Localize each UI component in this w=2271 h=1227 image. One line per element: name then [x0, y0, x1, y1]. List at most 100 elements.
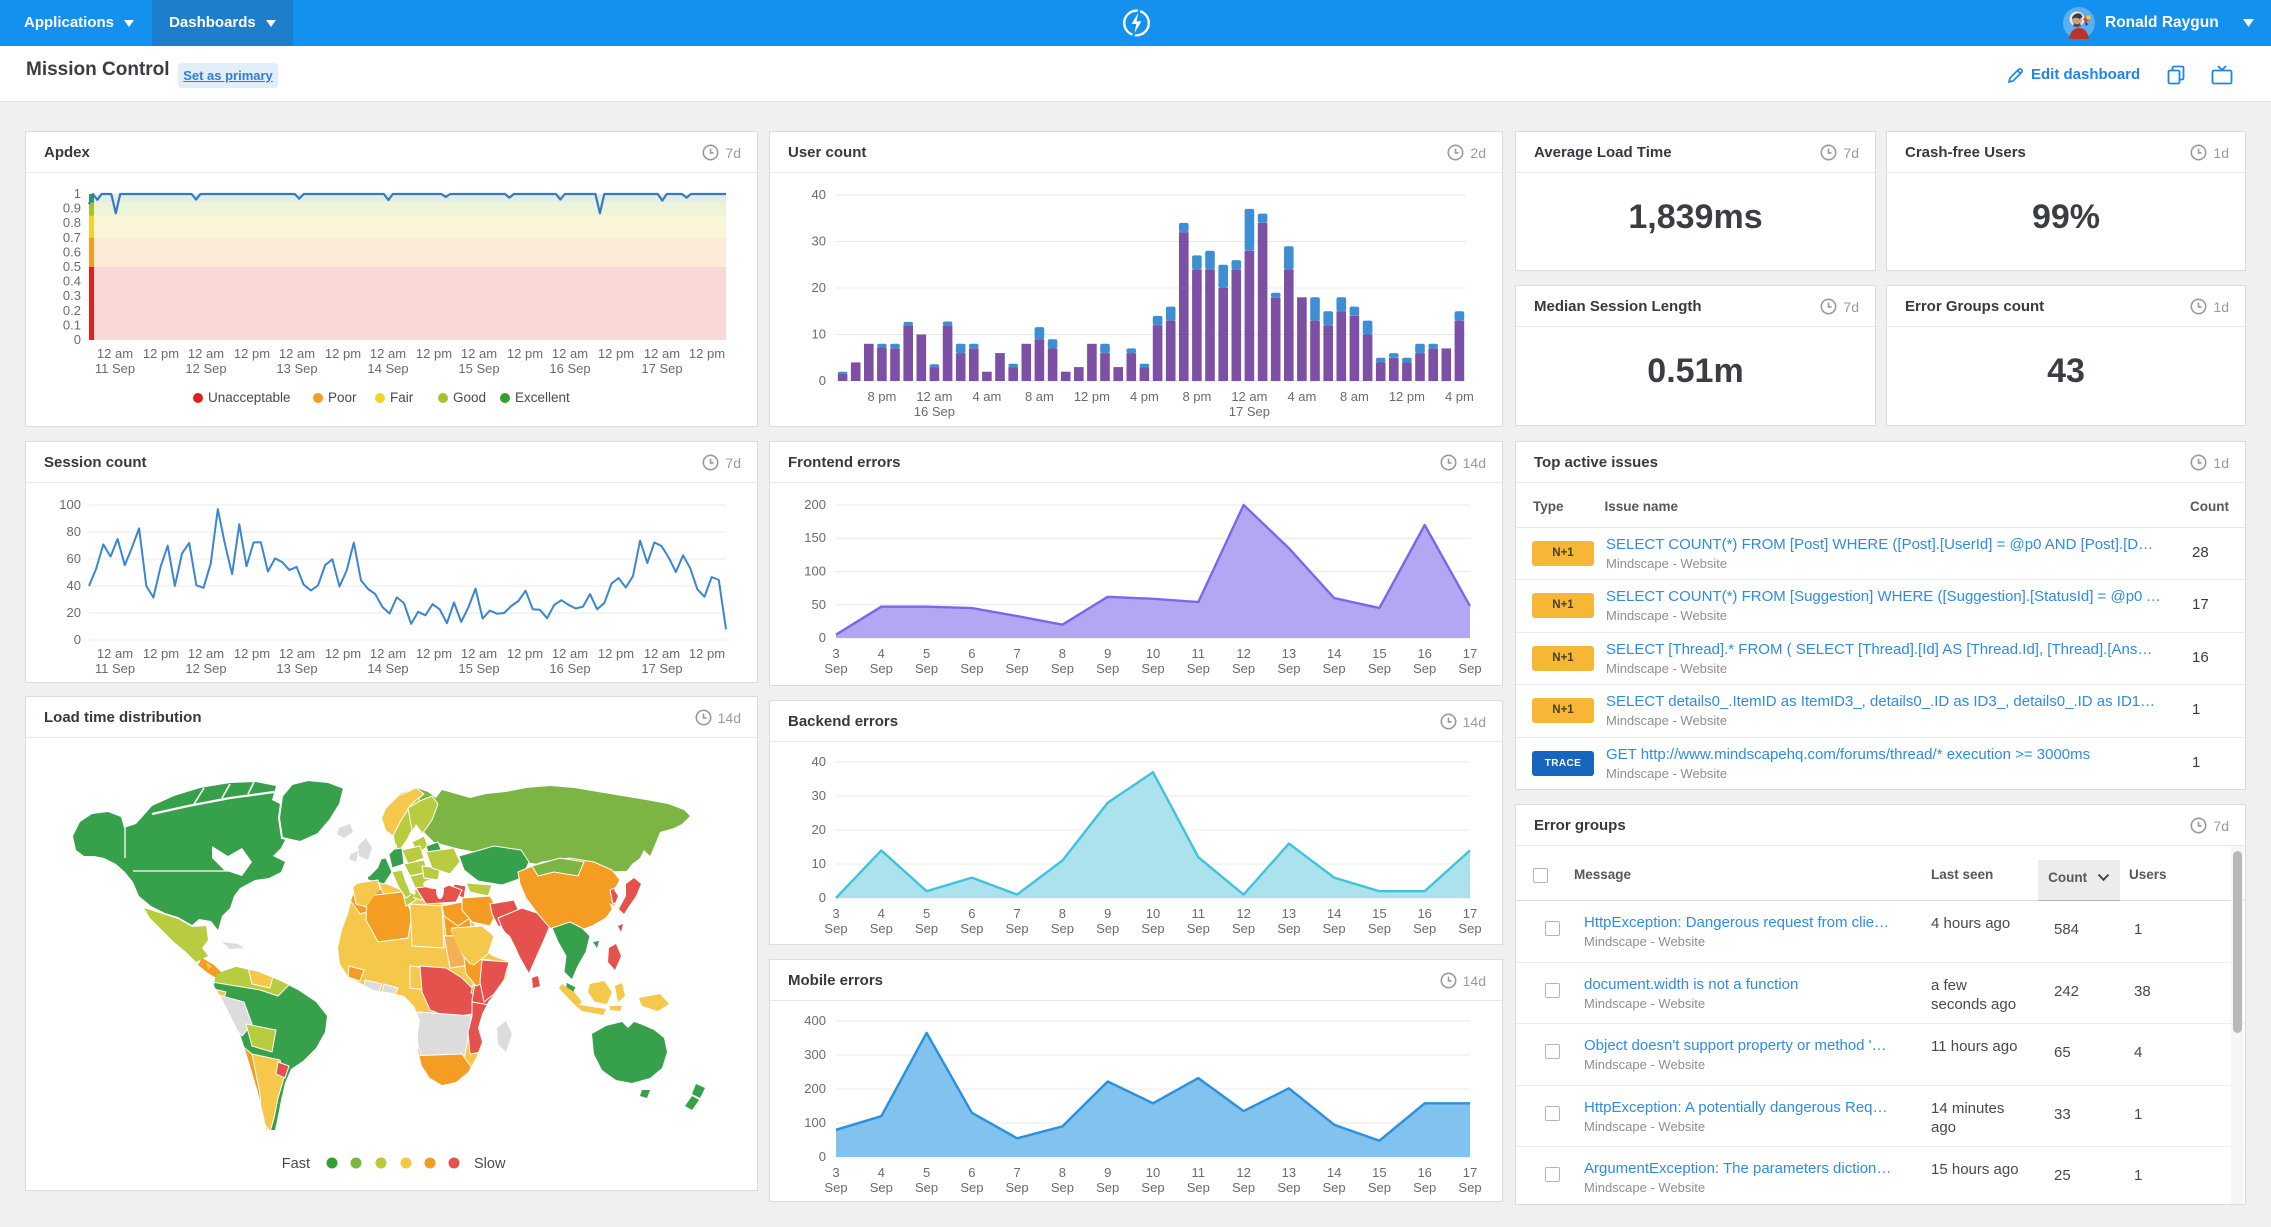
svg-text:12 pm: 12 pm	[416, 346, 452, 361]
svg-text:12 Sep: 12 Sep	[185, 361, 226, 376]
svg-text:13 Sep: 13 Sep	[276, 361, 317, 376]
svg-text:Sep: Sep	[1006, 1180, 1029, 1195]
svg-text:40: 40	[67, 578, 81, 593]
svg-text:40: 40	[812, 187, 826, 202]
svg-text:4: 4	[878, 906, 885, 921]
svg-text:14 Sep: 14 Sep	[367, 661, 408, 676]
svg-text:5: 5	[923, 1165, 930, 1180]
svg-text:12 am: 12 am	[188, 346, 224, 361]
svg-text:6: 6	[968, 1165, 975, 1180]
svg-text:150: 150	[804, 530, 826, 545]
svg-text:Sep: Sep	[915, 661, 938, 676]
svg-text:7: 7	[1013, 1165, 1020, 1180]
svg-text:0.9: 0.9	[63, 201, 81, 216]
svg-text:0.8: 0.8	[63, 215, 81, 230]
svg-text:12 am: 12 am	[279, 346, 315, 361]
svg-text:12 pm: 12 pm	[1389, 389, 1425, 404]
svg-text:Sep: Sep	[870, 1180, 893, 1195]
svg-text:0.5: 0.5	[63, 259, 81, 274]
svg-text:Sep: Sep	[1323, 1180, 1346, 1195]
svg-text:Sep: Sep	[1096, 661, 1119, 676]
svg-text:10: 10	[812, 856, 826, 871]
svg-text:Sep: Sep	[1368, 661, 1391, 676]
svg-text:16 Sep: 16 Sep	[549, 661, 590, 676]
svg-text:12 pm: 12 pm	[507, 646, 543, 661]
svg-text:3: 3	[832, 906, 839, 921]
svg-text:Sep: Sep	[1232, 921, 1255, 936]
svg-text:9: 9	[1104, 906, 1111, 921]
svg-text:12 pm: 12 pm	[234, 646, 270, 661]
svg-text:Sep: Sep	[1323, 921, 1346, 936]
svg-text:11 Sep: 11 Sep	[95, 661, 135, 676]
svg-text:13: 13	[1282, 1165, 1296, 1180]
svg-text:12 am: 12 am	[916, 389, 952, 404]
svg-text:9: 9	[1104, 1165, 1111, 1180]
svg-text:1: 1	[74, 186, 81, 201]
svg-text:12: 12	[1236, 906, 1250, 921]
svg-text:4 am: 4 am	[972, 389, 1001, 404]
svg-text:16 Sep: 16 Sep	[914, 404, 955, 419]
svg-text:4 pm: 4 pm	[1130, 389, 1159, 404]
svg-text:Excellent: Excellent	[515, 390, 570, 405]
svg-text:11: 11	[1192, 1165, 1206, 1180]
svg-text:4 pm: 4 pm	[1445, 389, 1474, 404]
svg-text:80: 80	[67, 524, 81, 539]
svg-text:6: 6	[968, 906, 975, 921]
svg-text:Sep: Sep	[1232, 661, 1255, 676]
svg-text:0: 0	[819, 630, 826, 645]
svg-text:17 Sep: 17 Sep	[641, 361, 682, 376]
svg-text:4: 4	[878, 1165, 885, 1180]
svg-text:11 Sep: 11 Sep	[95, 361, 135, 376]
svg-text:12 pm: 12 pm	[416, 646, 452, 661]
svg-text:Sep: Sep	[1096, 921, 1119, 936]
svg-text:Sep: Sep	[1051, 661, 1074, 676]
svg-text:Sep: Sep	[1277, 921, 1300, 936]
svg-text:12 am: 12 am	[279, 646, 315, 661]
svg-text:8: 8	[1059, 646, 1066, 661]
svg-text:12 pm: 12 pm	[325, 646, 361, 661]
svg-text:0.4: 0.4	[63, 274, 81, 289]
svg-text:12 am: 12 am	[97, 346, 133, 361]
svg-text:100: 100	[804, 564, 826, 579]
svg-text:12 pm: 12 pm	[234, 346, 270, 361]
svg-text:0: 0	[74, 332, 81, 347]
svg-text:14: 14	[1327, 646, 1341, 661]
svg-text:16: 16	[1417, 906, 1431, 921]
svg-text:400: 400	[804, 1013, 826, 1028]
svg-text:Sep: Sep	[1051, 921, 1074, 936]
svg-text:12 Sep: 12 Sep	[185, 661, 226, 676]
svg-text:Sep: Sep	[1051, 1180, 1074, 1195]
svg-text:15 Sep: 15 Sep	[458, 361, 499, 376]
svg-text:13: 13	[1282, 646, 1296, 661]
svg-text:Sep: Sep	[1413, 661, 1436, 676]
svg-text:Sep: Sep	[1187, 661, 1210, 676]
svg-text:Unacceptable: Unacceptable	[208, 390, 291, 405]
svg-text:12 am: 12 am	[552, 346, 588, 361]
svg-text:15: 15	[1372, 906, 1386, 921]
svg-text:5: 5	[923, 906, 930, 921]
svg-text:0.1: 0.1	[63, 317, 81, 332]
svg-text:10: 10	[1146, 906, 1160, 921]
svg-text:14 Sep: 14 Sep	[367, 361, 408, 376]
svg-text:Sep: Sep	[960, 1180, 983, 1195]
svg-text:12 am: 12 am	[461, 646, 497, 661]
svg-text:Sep: Sep	[915, 921, 938, 936]
svg-text:13: 13	[1282, 906, 1296, 921]
svg-text:Sep: Sep	[1323, 661, 1346, 676]
svg-text:Sep: Sep	[1413, 921, 1436, 936]
svg-text:Sep: Sep	[1141, 661, 1164, 676]
svg-text:12 am: 12 am	[644, 646, 680, 661]
svg-text:17 Sep: 17 Sep	[1229, 404, 1270, 419]
svg-text:14: 14	[1327, 1165, 1341, 1180]
svg-text:12 pm: 12 pm	[689, 346, 725, 361]
svg-text:4 am: 4 am	[1287, 389, 1316, 404]
svg-text:17 Sep: 17 Sep	[641, 661, 682, 676]
svg-text:Sep: Sep	[1368, 921, 1391, 936]
svg-text:17: 17	[1463, 646, 1477, 661]
svg-text:15 Sep: 15 Sep	[458, 661, 499, 676]
svg-text:Sep: Sep	[1006, 921, 1029, 936]
svg-text:17: 17	[1463, 1165, 1477, 1180]
svg-text:12 pm: 12 pm	[1074, 389, 1110, 404]
svg-text:12 am: 12 am	[370, 346, 406, 361]
svg-text:11: 11	[1192, 906, 1206, 921]
